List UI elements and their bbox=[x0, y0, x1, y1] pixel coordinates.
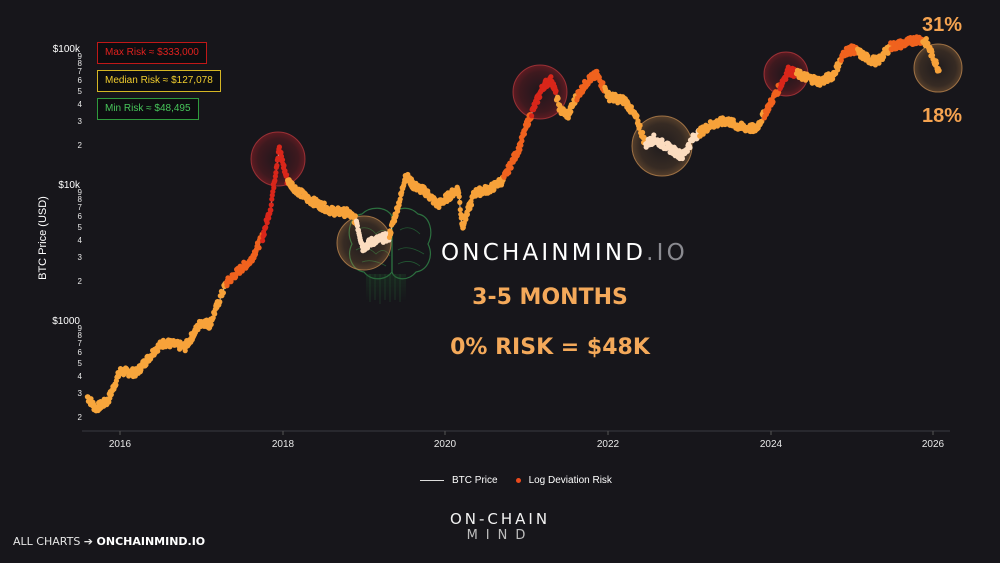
y-minor-tick-label: 4 bbox=[77, 100, 82, 109]
y-minor-tick-label: 2 bbox=[77, 277, 82, 286]
logo-line2: MIND bbox=[466, 528, 534, 543]
headline-risk: 0% RISK = $48K bbox=[450, 335, 650, 360]
brand-main: ONCHAINMIND bbox=[441, 240, 647, 266]
y-minor-tick-label: 9 bbox=[77, 52, 82, 61]
footer-link[interactable]: ALL CHARTS ➔ ONCHAINMIND.IO bbox=[13, 535, 205, 548]
legend-price-label: BTC Price bbox=[452, 475, 498, 486]
x-tick-label: 2020 bbox=[433, 439, 457, 450]
x-axis-ticks bbox=[119, 431, 934, 435]
x-tick-label: 2016 bbox=[108, 439, 132, 450]
brain-icon bbox=[348, 207, 432, 304]
x-tick-label: 2018 bbox=[271, 439, 295, 450]
y-minor-tick-label: 4 bbox=[77, 236, 82, 245]
footer-site[interactable]: ONCHAINMIND.IO bbox=[96, 535, 206, 548]
y-major-tick-label: $100k bbox=[52, 44, 80, 55]
price-line-swatch-icon bbox=[420, 480, 444, 481]
x-tick-label: 2026 bbox=[921, 439, 945, 450]
y-minor-tick-label: 3 bbox=[77, 389, 82, 398]
y-minor-tick-label: 8 bbox=[77, 59, 82, 68]
y-major-tick-label: $10k bbox=[58, 180, 80, 191]
x-tick-label: 2024 bbox=[759, 439, 783, 450]
legend-risk-label: Log Deviation Risk bbox=[528, 475, 612, 486]
y-minor-tick-label: 8 bbox=[77, 331, 82, 340]
y-axis-title: BTC Price (USD) bbox=[37, 196, 49, 280]
y-minor-tick-label: 5 bbox=[77, 87, 82, 96]
y-minor-tick-label: 7 bbox=[77, 339, 82, 348]
headline-months: 3-5 MONTHS bbox=[472, 285, 628, 310]
y-minor-tick-label: 5 bbox=[77, 359, 82, 368]
y-minor-tick-label: 3 bbox=[77, 253, 82, 262]
y-major-tick-label: $1000 bbox=[52, 316, 80, 327]
logo-line1: ON-CHAIN bbox=[449, 510, 551, 528]
y-minor-tick-label: 6 bbox=[77, 212, 82, 221]
y-minor-tick-label: 6 bbox=[77, 76, 82, 85]
min-risk-box: Min Risk ≈ $48,495 bbox=[97, 98, 199, 120]
risk-dot-swatch-icon bbox=[515, 478, 521, 483]
percent-top-label: 31% bbox=[922, 14, 963, 36]
x-tick-label: 2022 bbox=[596, 439, 620, 450]
percent-bottom-label: 18% bbox=[922, 105, 963, 127]
brand-watermark: ONCHAINMIND.IO bbox=[441, 240, 688, 266]
chart-legend: BTC Price Log Deviation Risk bbox=[420, 475, 612, 486]
y-minor-tick-label: 2 bbox=[77, 413, 82, 422]
median-risk-box: Median Risk ≈ $127,078 bbox=[97, 70, 221, 92]
y-minor-tick-label: 8 bbox=[77, 195, 82, 204]
y-minor-tick-label: 7 bbox=[77, 203, 82, 212]
brand-suffix: .IO bbox=[646, 240, 688, 266]
y-minor-tick-label: 5 bbox=[77, 223, 82, 232]
y-minor-tick-label: 6 bbox=[77, 348, 82, 357]
y-minor-tick-label: 7 bbox=[77, 67, 82, 76]
y-minor-tick-label: 9 bbox=[77, 188, 82, 197]
y-minor-tick-label: 3 bbox=[77, 117, 82, 126]
y-minor-tick-label: 9 bbox=[77, 324, 82, 333]
y-minor-tick-label: 2 bbox=[77, 141, 82, 150]
max-risk-box: Max Risk ≈ $333,000 bbox=[97, 42, 207, 64]
btc-price-series bbox=[84, 34, 942, 414]
footer-prefix: ALL CHARTS ➔ bbox=[13, 535, 94, 548]
y-minor-tick-label: 4 bbox=[77, 372, 82, 381]
